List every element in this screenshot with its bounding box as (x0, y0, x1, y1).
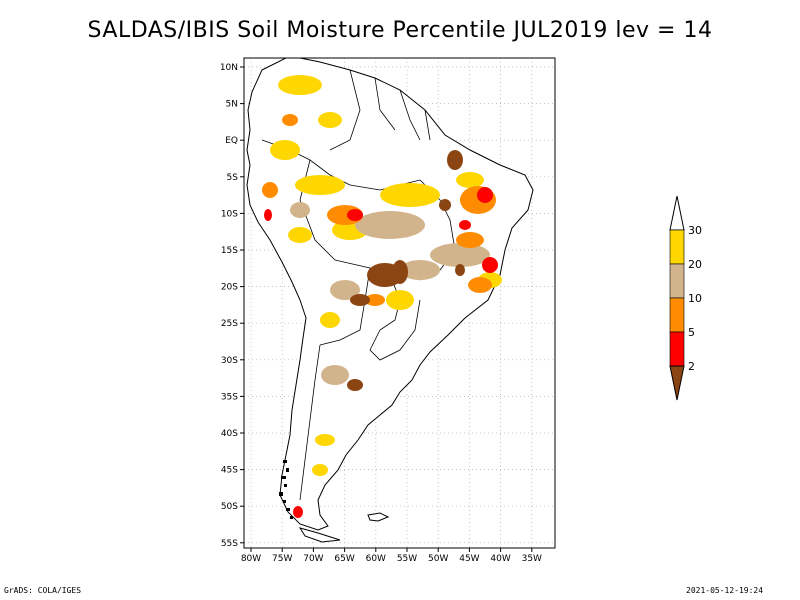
lat-label: 40S (221, 429, 238, 439)
colorbar-bottom-arrow (669, 365, 685, 401)
tierra-del-fuego (298, 527, 341, 543)
colorbar-label: 10 (688, 292, 702, 305)
lat-label: 20S (221, 283, 238, 293)
colorbar-bin (669, 331, 685, 367)
footer-timestamp: 2021-05-12-19:24 (686, 586, 764, 595)
colorbar-label: 30 (688, 224, 702, 237)
lat-label: 10N (220, 63, 238, 73)
lon-label: 45W (459, 554, 479, 564)
lat-label: 45S (221, 466, 238, 476)
map-frame (243, 57, 556, 549)
lon-label: 60W (366, 554, 386, 564)
patagonia-islands (279, 460, 293, 519)
lat-label: 15S (221, 246, 238, 256)
lat-label: 30S (221, 356, 238, 366)
colorbar-bin (669, 263, 685, 299)
lon-label: 75W (272, 554, 292, 564)
orange-percentile-patches (262, 114, 496, 306)
south-america-coastline (246, 58, 534, 531)
colorbar-bin (669, 297, 685, 333)
soil-moisture-field (246, 58, 534, 543)
yellow-percentile-patches (270, 75, 502, 476)
colorbar-top-arrow (669, 195, 685, 231)
lon-label: 70W (303, 554, 323, 564)
brown-percentile-patches (347, 150, 465, 391)
footer-credit: GrADS: COLA/IGES (4, 586, 82, 595)
colorbar-bin (669, 229, 685, 265)
lat-label: 55S (221, 539, 238, 549)
lon-label: 35W (522, 554, 542, 564)
colorbar-label: 20 (688, 258, 702, 271)
lat-label: 35S (221, 392, 238, 402)
latitude-labels: 10N 5N EQ 5S 10S 15S 20S 25S 30S 35S 40S 45S 50S 55S (220, 63, 244, 549)
lon-label: 55W (397, 554, 417, 564)
lat-label: 5N (226, 100, 238, 110)
colorbar-label: 5 (688, 326, 695, 339)
longitude-labels: 80W 75W 70W 65W 60W 55W 50W 45W 40W 35W (241, 548, 542, 564)
tan-percentile-patches (290, 202, 490, 385)
lon-label: 50W (428, 554, 448, 564)
lat-label: 10S (221, 209, 238, 219)
lat-label: 50S (221, 502, 238, 512)
map-title: SALDAS/IBIS Soil Moisture Percentile JUL… (87, 18, 713, 43)
lon-label: 65W (334, 554, 354, 564)
lon-label: 40W (490, 554, 510, 564)
colorbar-label: 2 (688, 360, 695, 373)
lat-label: 5S (227, 173, 239, 183)
lat-label: 25S (221, 319, 238, 329)
red-percentile-patches (264, 187, 498, 518)
colorbar: 30 20 10 5 2 (669, 195, 702, 401)
lon-label: 80W (241, 554, 261, 564)
falkland-islands (367, 512, 390, 522)
lat-label: EQ (225, 136, 238, 146)
